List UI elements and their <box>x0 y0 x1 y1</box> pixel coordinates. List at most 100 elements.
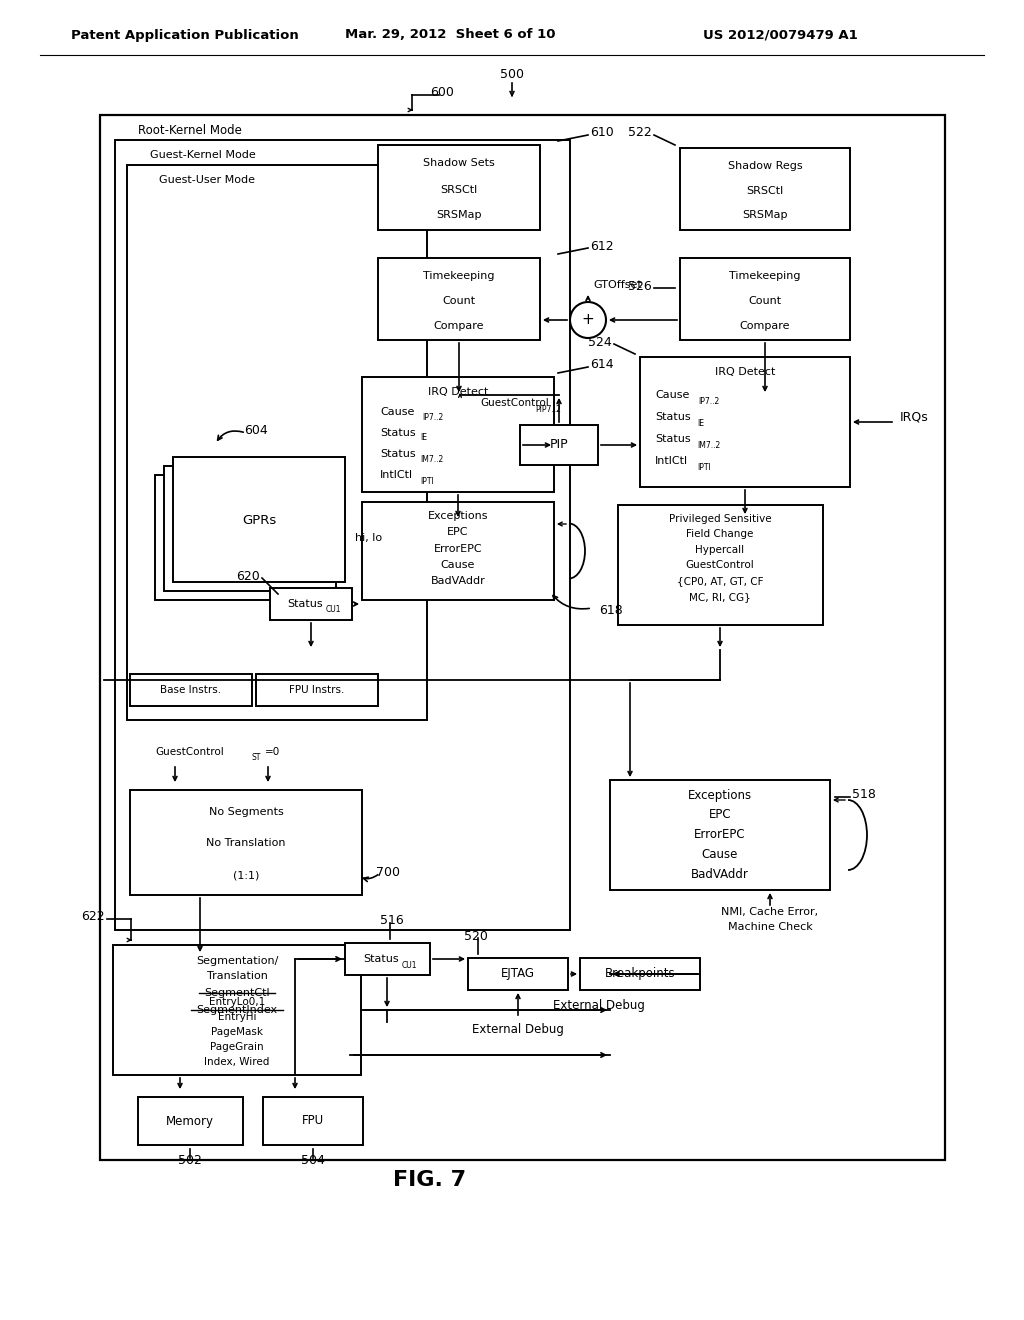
Bar <box>173 457 345 582</box>
Text: EntryHi: EntryHi <box>218 1012 256 1022</box>
Text: =0: =0 <box>265 747 281 756</box>
Text: Compare: Compare <box>739 321 791 331</box>
Text: ErrorEPC: ErrorEPC <box>694 829 745 842</box>
Text: Guest-Kernel Mode: Guest-Kernel Mode <box>151 150 256 160</box>
Text: 614: 614 <box>590 359 613 371</box>
Text: 620: 620 <box>237 569 260 582</box>
Text: 604: 604 <box>244 424 268 437</box>
Text: ST: ST <box>252 754 261 763</box>
Bar <box>256 675 378 706</box>
Text: Shadow Sets: Shadow Sets <box>423 158 495 168</box>
Bar <box>618 506 823 624</box>
Text: EJTAG: EJTAG <box>501 968 535 981</box>
Bar <box>127 165 427 719</box>
Text: Status: Status <box>364 954 398 964</box>
Text: hi, lo: hi, lo <box>355 533 382 543</box>
Text: Field Change: Field Change <box>686 529 754 539</box>
Text: SRSCtl: SRSCtl <box>746 186 783 195</box>
Bar <box>100 115 945 1160</box>
Text: Cause: Cause <box>380 407 415 417</box>
Text: SegmentIndex: SegmentIndex <box>197 1005 278 1015</box>
Text: Status: Status <box>380 428 416 438</box>
Bar <box>520 425 598 465</box>
Text: GuestControl: GuestControl <box>480 399 549 408</box>
Text: Base Instrs.: Base Instrs. <box>161 685 221 696</box>
Text: Patent Application Publication: Patent Application Publication <box>71 29 299 41</box>
Text: IRQ Detect: IRQ Detect <box>428 387 488 397</box>
Text: IntlCtl: IntlCtl <box>380 470 413 480</box>
Text: 618: 618 <box>599 603 623 616</box>
Text: Privileged Sensitive: Privileged Sensitive <box>669 513 771 524</box>
Text: GPRs: GPRs <box>242 513 276 527</box>
Text: Memory: Memory <box>166 1114 214 1127</box>
Text: Cause: Cause <box>701 847 738 861</box>
Text: FPU Instrs.: FPU Instrs. <box>290 685 345 696</box>
Text: PageGrain: PageGrain <box>210 1041 264 1052</box>
Text: FIG. 7: FIG. 7 <box>393 1170 467 1191</box>
Text: No Translation: No Translation <box>206 838 286 847</box>
Text: Status: Status <box>655 412 690 422</box>
Text: External Debug: External Debug <box>553 999 645 1012</box>
Text: Mar. 29, 2012  Sheet 6 of 10: Mar. 29, 2012 Sheet 6 of 10 <box>345 29 555 41</box>
Text: 612: 612 <box>590 239 613 252</box>
Text: {CP0, AT, GT, CF: {CP0, AT, GT, CF <box>677 576 763 586</box>
Text: SRSCtl: SRSCtl <box>440 185 477 195</box>
Text: Status: Status <box>655 434 690 444</box>
Text: GuestControl: GuestControl <box>155 747 224 756</box>
Text: 516: 516 <box>380 915 403 928</box>
Text: Status: Status <box>380 449 416 459</box>
Text: 520: 520 <box>464 929 488 942</box>
Text: IRQ Detect: IRQ Detect <box>715 367 775 378</box>
Text: Timekeeping: Timekeeping <box>423 271 495 281</box>
Bar <box>378 145 540 230</box>
Text: Count: Count <box>749 296 781 306</box>
Bar <box>610 780 830 890</box>
Text: GTOffset: GTOffset <box>593 280 642 290</box>
Text: SRSMap: SRSMap <box>742 210 787 220</box>
Text: Root-Kernel Mode: Root-Kernel Mode <box>138 124 242 137</box>
Text: GuestControl: GuestControl <box>686 560 755 570</box>
Text: EPC: EPC <box>447 527 469 537</box>
Bar <box>138 1097 243 1144</box>
Bar <box>113 945 361 1074</box>
Text: Segmentation/: Segmentation/ <box>196 956 279 966</box>
Text: Count: Count <box>442 296 475 306</box>
Text: 524: 524 <box>588 335 612 348</box>
Text: BadVAddr: BadVAddr <box>431 576 485 586</box>
Bar <box>362 502 554 601</box>
Text: CU1: CU1 <box>401 961 417 969</box>
Text: Guest-User Mode: Guest-User Mode <box>159 176 255 185</box>
Bar <box>640 356 850 487</box>
Text: 700: 700 <box>376 866 400 879</box>
Bar <box>580 958 700 990</box>
Bar <box>680 257 850 341</box>
Text: ErrorEPC: ErrorEPC <box>434 544 482 554</box>
Text: 526: 526 <box>629 280 652 293</box>
Bar <box>345 942 430 975</box>
Text: Status: Status <box>287 599 323 609</box>
Text: Shadow Regs: Shadow Regs <box>728 161 803 172</box>
Text: IP7..2: IP7..2 <box>422 413 443 422</box>
Text: Breakpoints: Breakpoints <box>605 968 675 981</box>
Text: Cause: Cause <box>440 560 475 570</box>
Text: CU1: CU1 <box>326 606 341 615</box>
Text: IP7..2: IP7..2 <box>698 396 719 405</box>
Text: EntryLo0,1: EntryLo0,1 <box>209 997 265 1007</box>
Bar <box>155 475 327 601</box>
Bar <box>362 378 554 492</box>
Text: Cause: Cause <box>655 389 689 400</box>
Text: 502: 502 <box>178 1155 202 1167</box>
Text: EPC: EPC <box>709 808 731 821</box>
Text: BadVAddr: BadVAddr <box>691 867 749 880</box>
Text: IPTI: IPTI <box>420 477 434 486</box>
Text: Translation: Translation <box>207 972 267 981</box>
Bar <box>115 140 570 931</box>
Text: 610: 610 <box>590 127 613 140</box>
Text: NMI, Cache Error,: NMI, Cache Error, <box>722 907 818 917</box>
Text: IM7..2: IM7..2 <box>697 441 720 450</box>
Text: IRQs: IRQs <box>900 411 929 424</box>
Text: No Segments: No Segments <box>209 807 284 817</box>
Text: PIP: PIP <box>550 438 568 451</box>
Text: Compare: Compare <box>434 321 484 331</box>
Bar <box>263 1097 362 1144</box>
